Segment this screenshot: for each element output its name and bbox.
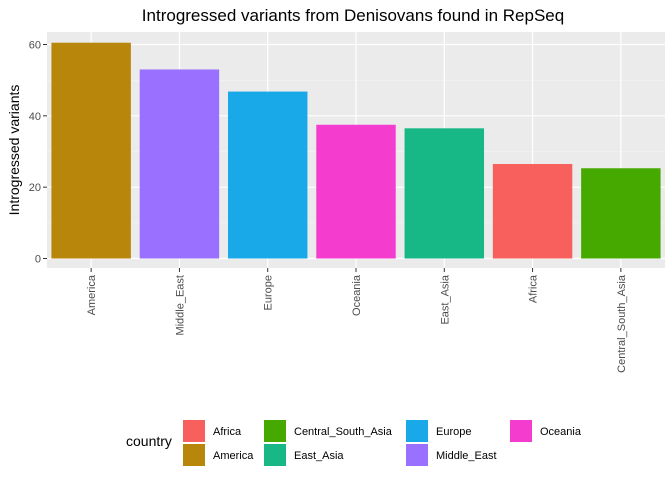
legend-key (406, 420, 428, 442)
x-axis-ticks: America Middle_East Europe Oceania East_Asia… (86, 268, 628, 373)
legend-label: Africa (213, 426, 242, 438)
bar-central-south-asia (581, 168, 661, 259)
y-axis-ticks: 0 20 40 60 (29, 40, 47, 266)
legend-label: Oceania (540, 426, 582, 438)
bar-east-asia (404, 128, 485, 259)
bars (51, 42, 661, 259)
y-tick-label: 40 (29, 111, 41, 123)
legend-label: Europe (436, 426, 471, 438)
bar-america (51, 42, 131, 259)
y-tick-label: 20 (29, 182, 41, 194)
y-tick-label: 0 (35, 254, 41, 266)
legend-key (510, 420, 532, 442)
x-tick-label: America (86, 274, 98, 315)
legend-key (183, 444, 205, 466)
x-tick-label: East_Asia (439, 274, 451, 324)
bar-africa (492, 163, 573, 259)
x-tick-label: Oceania (351, 274, 363, 316)
bar-oceania (316, 124, 396, 259)
chart-title: Introgressed variants from Denisovans fo… (142, 6, 564, 25)
legend-label: America (213, 450, 254, 462)
legend-label: Central_South_Asia (294, 426, 393, 438)
bar-europe (227, 91, 308, 259)
x-tick-label: Africa (528, 274, 540, 303)
legend-key (406, 444, 428, 466)
legend-key (264, 420, 286, 442)
legend-key (183, 420, 205, 442)
legend: country Africa America Central_South_Asia E… (126, 420, 582, 466)
x-tick-label: Central_South_Asia (616, 274, 628, 373)
legend-key (264, 444, 286, 466)
legend-label: East_Asia (294, 450, 344, 462)
x-tick-label: Europe (263, 275, 275, 310)
x-tick-label: Middle_East (174, 275, 186, 336)
y-tick-label: 60 (29, 40, 41, 52)
y-axis-label: Introgressed variants (6, 85, 22, 216)
bar-middle-east (139, 69, 220, 259)
legend-title: country (126, 433, 172, 449)
legend-label: Middle_East (436, 450, 497, 462)
